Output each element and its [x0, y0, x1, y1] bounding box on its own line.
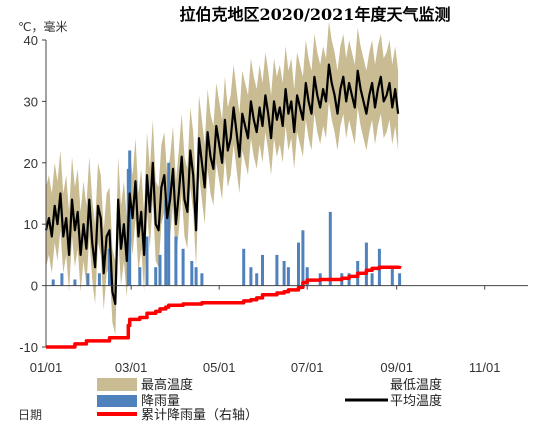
precip-bar: [167, 162, 171, 286]
legend-label-cumulative: 累计降雨量（右轴）: [141, 408, 258, 423]
precip-bar: [398, 273, 402, 286]
precip-bar: [97, 273, 101, 286]
axes: -10 0 10 20 30 40 01/01 03/01 05/01 07/01 09/01 11/…: [19, 33, 528, 375]
precip-bar: [181, 248, 185, 286]
y-tick-label: -10: [19, 340, 38, 355]
y-unit-label: ℃，毫米: [18, 19, 67, 34]
precip-bar: [164, 199, 168, 286]
precip-bar: [297, 242, 300, 286]
x-tick-label: 05/01: [203, 360, 236, 375]
x-tick-label: 07/01: [291, 360, 324, 375]
precip-bar: [154, 267, 158, 286]
x-tick-label: 01/01: [30, 360, 63, 375]
legend-label-precip: 降雨量: [141, 394, 180, 409]
precip-bar: [275, 254, 279, 286]
x-axis-label: 日期: [18, 408, 42, 422]
precip-bar: [390, 267, 394, 286]
precip-bar: [242, 248, 246, 286]
precip-bar: [108, 248, 111, 286]
legend: 最高温度 最低温度 降雨量 平均温度 累计降雨量（右轴）: [97, 377, 442, 423]
temp-range-band: [46, 21, 399, 335]
precip-bar: [301, 230, 305, 286]
precip-bar: [282, 261, 286, 286]
x-tick-label: 09/01: [380, 360, 413, 375]
precip-bar: [249, 267, 253, 286]
y-tick-label: 20: [24, 156, 38, 171]
x-tick-label: 03/01: [115, 360, 148, 375]
precip-bar: [174, 236, 178, 286]
y-tick-label: 30: [24, 94, 38, 109]
chart-title: 拉伯克地区2020/2021年度天气监测: [180, 5, 451, 24]
precip-bar: [158, 254, 162, 286]
precip-bar: [60, 273, 64, 286]
avg-temp-line: [44, 63, 400, 306]
precip-bar: [190, 261, 194, 286]
precip-bar: [305, 267, 309, 286]
y-tick-label: 10: [24, 217, 38, 232]
y-tick-label: 0: [31, 279, 38, 294]
precip-bar: [86, 273, 90, 286]
legend-label-avg-temp: 平均温度: [390, 393, 442, 409]
precip-bar: [145, 236, 149, 286]
y-tick-label: 40: [24, 33, 38, 48]
precip-bar: [138, 267, 142, 286]
precip-bar: [255, 273, 259, 286]
precip-bar: [73, 279, 77, 286]
legend-swatch-precip: [97, 395, 137, 407]
precip-bar: [200, 273, 204, 286]
precip-bar: [194, 267, 198, 286]
precip-bar: [51, 279, 55, 286]
precip-bar: [364, 242, 368, 286]
precip-bar: [370, 273, 374, 286]
plot-area: [44, 21, 402, 349]
cumulative-precip-line: [46, 265, 402, 349]
legend-label-max-temp: 最高温度: [141, 377, 193, 393]
legend-label-min-temp: 最低温度: [390, 377, 442, 393]
precip-bar: [328, 211, 332, 286]
precip-bar: [286, 267, 290, 286]
legend-swatch-max-temp: [97, 378, 137, 391]
x-tick-label: 11/01: [469, 360, 501, 375]
precip-bar: [261, 254, 264, 286]
